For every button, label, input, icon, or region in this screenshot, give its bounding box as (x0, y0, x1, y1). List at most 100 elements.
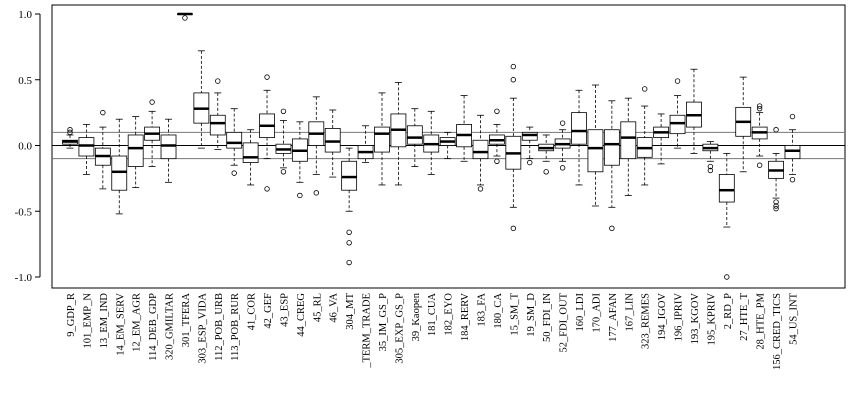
box-323_REMES (636, 86, 653, 186)
box-46_VA (324, 109, 341, 178)
x-tick-label: 182_EYO (444, 293, 455, 336)
box-iqr (603, 129, 620, 166)
outlier-point (280, 108, 287, 115)
x-tick-label: 301_TFERA (181, 293, 192, 348)
box-iqr (587, 129, 604, 173)
x-tick-label: 2_RD_P (723, 293, 734, 329)
box-iqr (374, 126, 390, 153)
box-iqr (521, 131, 538, 141)
outlier-point (789, 113, 796, 120)
outlier-point (494, 158, 500, 164)
x-tick-label: 44_CREG (296, 293, 307, 337)
x-tick-label: 42_GEF (263, 293, 274, 329)
x-tick-label: 52_FDI_OUT (559, 292, 570, 352)
outlier-point (609, 225, 615, 232)
outlier-point (100, 109, 106, 116)
box-45_RL (308, 96, 325, 196)
x-tick-label: 50_FDI_IN (542, 293, 553, 342)
box-196_IPRIV (669, 78, 686, 149)
outlier-point (313, 190, 319, 196)
outlier-point (264, 186, 270, 192)
x-tick-label: 41_COR (247, 293, 258, 330)
box-iqr (784, 145, 801, 160)
box-iqr (242, 142, 259, 163)
box-183_FA (472, 114, 489, 192)
box-iqr (620, 121, 637, 160)
x-tick-label: 54_US_INT (788, 292, 799, 345)
y-tick-label: 1.0 (18, 9, 32, 21)
x-tick-label: 15_SM_T (509, 292, 520, 335)
y-tick-label: -1.0 (15, 272, 33, 284)
x-tick-label: 12_EM_AGR (132, 293, 143, 352)
box-194_IGOV (653, 113, 670, 165)
box-52_FDI_OUT (554, 120, 571, 171)
outlier-point (346, 229, 352, 235)
x-tick-label: 303_ESP_VIDA (197, 293, 208, 364)
x-tick-label: 13_EM_IND (99, 293, 110, 349)
box-44_CREG (291, 121, 308, 199)
box-112_POB_URB (209, 78, 226, 150)
outlier-point (231, 170, 237, 176)
box-320_GMILTAR (160, 118, 177, 183)
x-tick-label: 45_RL (312, 293, 323, 322)
box-195_KPRIV (702, 141, 719, 174)
box-39_Kaopen (406, 108, 423, 167)
y-tick-label: 0.5 (18, 75, 32, 87)
x-tick-label: 305_EXP_GS_P (394, 293, 405, 364)
x-tick-label: 35_IM_GS_P (378, 293, 389, 352)
plot-frame (51, 4, 846, 289)
box-193_KGOV (686, 68, 702, 154)
outlier-point (346, 240, 352, 246)
box-303_ESP_VIDA (193, 50, 210, 149)
box-iqr (341, 160, 358, 191)
box-iqr (160, 134, 177, 160)
box-101_EMP_N (78, 124, 95, 175)
outlier-point (67, 129, 73, 136)
x-tick-label: 180_CA (493, 293, 504, 329)
box-184_RERV (456, 95, 472, 162)
outlier-point (182, 15, 188, 21)
box-43_ESP (275, 108, 292, 175)
x-tick-label: 183_FA (477, 293, 488, 327)
box-iqr (78, 137, 95, 157)
box-305_EXP_GS_P (390, 81, 407, 186)
box-12_EM_AGR (127, 116, 144, 188)
box-9_GDP_R (62, 127, 78, 149)
outlier-point (510, 63, 517, 70)
x-tick-label: _TERM_TRADE (362, 293, 373, 369)
x-tick-label: 181_CUA (427, 293, 438, 337)
box-iqr (718, 174, 735, 203)
y-tick-label: -0.5 (15, 206, 33, 218)
outlier-point (510, 225, 517, 232)
outlier-point (527, 159, 533, 166)
box-160_LDI (571, 89, 587, 186)
outlier-point (477, 186, 484, 192)
outlier-point (756, 162, 763, 168)
outlier-point (559, 165, 566, 171)
x-tick-label: 196_IPRIV (674, 293, 685, 342)
box-301_TFERA (177, 12, 193, 21)
box-50_FDI_IN (538, 134, 555, 175)
outlier-point (724, 274, 730, 280)
outlier-point (510, 77, 517, 83)
outlier-point (494, 108, 500, 115)
box-14_EM_SERV (111, 118, 128, 215)
box-54_US_INT (784, 113, 801, 183)
box-304_MT (341, 147, 358, 266)
x-tick-label: 304_MT (345, 292, 356, 329)
outlier-point (346, 259, 352, 266)
x-tick-label: 46_VA (329, 293, 340, 323)
box-iqr (406, 125, 423, 145)
outlier-point (707, 167, 714, 174)
x-tick-label: 177_AFAN (608, 293, 619, 342)
x-tick-label: 101_EMP_N (82, 293, 93, 349)
x-tick-label: 184_RERV (460, 293, 471, 342)
x-tick-label: 27_HTE_T (739, 292, 750, 340)
x-tick-label: 28_HTE_PM (756, 292, 767, 349)
x-tick-label: 194_IGOV (657, 293, 668, 341)
outlier-point (773, 199, 779, 205)
box-114_DEB_GDP (144, 99, 161, 167)
box-13_EM_IND (94, 109, 111, 190)
box-156_CRED_TICS (768, 127, 784, 212)
x-tick-label: 43_ESP (279, 293, 290, 327)
